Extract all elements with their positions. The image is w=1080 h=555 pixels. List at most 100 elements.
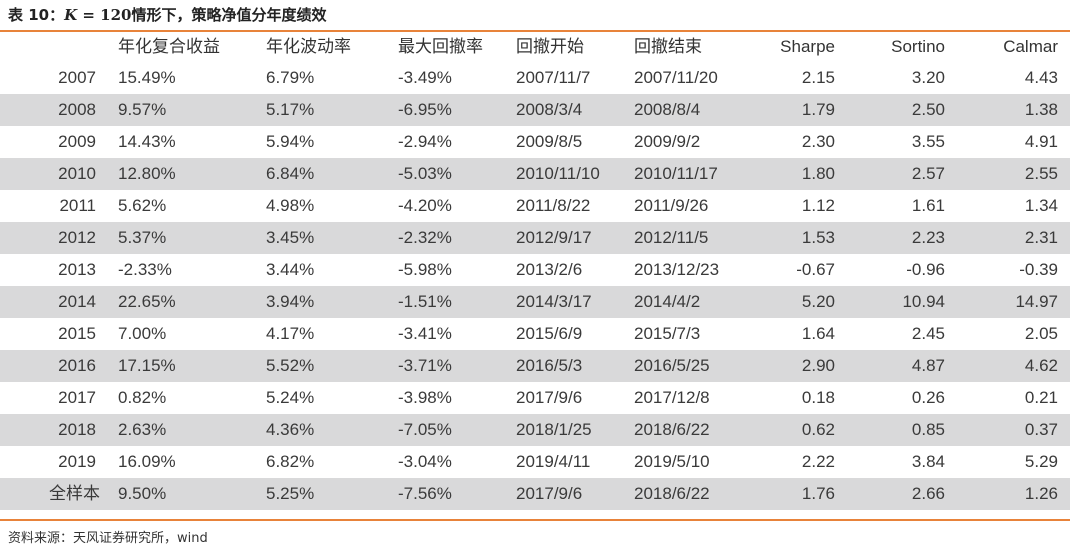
- annual-return-cell: 5.62%: [118, 196, 167, 215]
- calmar-cell: -0.39: [1019, 260, 1058, 279]
- annual-return-cell: 17.15%: [118, 350, 266, 382]
- calmar-cell: 1.34: [1024, 196, 1058, 215]
- max-drawdown-cell: -7.05%: [398, 414, 516, 446]
- drawdown-end-cell: 2007/11/20: [634, 68, 718, 87]
- sortino-cell: 2.66: [847, 478, 957, 510]
- annual-volatility-cell: 3.94%: [266, 286, 398, 318]
- row-year: 2008: [0, 94, 118, 126]
- drawdown-start-cell: 2007/11/7: [516, 68, 591, 87]
- title-math-rest: = 120: [77, 6, 132, 24]
- row-year: 2018: [0, 414, 118, 446]
- drawdown-end-cell: 2012/11/5: [634, 222, 759, 254]
- max-drawdown-cell: -4.20%: [398, 196, 452, 215]
- table-row: 2014 22.65% 3.94% -1.51% 2014/3/17 2014/4/2 5.…: [0, 286, 1070, 318]
- annual-volatility-cell: 4.17%: [266, 324, 315, 343]
- header-row: 年化复合收益 年化波动率 最大回撤率 回撤开始 回撤结束 Sharpe Sort…: [0, 32, 1070, 62]
- annual-return-cell: 14.43%: [118, 132, 176, 151]
- annual-return-cell: 9.50%: [118, 478, 266, 510]
- sortino-cell: 3.20: [911, 68, 945, 87]
- sharpe-cell: -0.67: [796, 260, 835, 279]
- table-title: 表 10：K = 120情形下，策略净值分年度绩效: [8, 3, 327, 27]
- drawdown-start-cell: 2017/9/6: [516, 388, 583, 407]
- drawdown-start-cell: 2013/2/6: [516, 260, 583, 279]
- max-drawdown-cell: -3.98%: [398, 388, 452, 407]
- row-year: 2016: [0, 350, 118, 382]
- drawdown-start-cell: 2019/4/11: [516, 452, 591, 471]
- table-row: 2007 15.49% 6.79% -3.49% 2007/11/7 2007/11/20…: [0, 62, 1070, 94]
- max-drawdown-cell: -1.51%: [398, 286, 516, 318]
- sharpe-cell: 2.15: [801, 68, 835, 87]
- sharpe-cell: 2.30: [801, 132, 835, 151]
- annual-volatility-cell: 6.79%: [266, 68, 315, 87]
- sortino-cell: -0.96: [906, 260, 945, 279]
- drawdown-end-cell: 2016/5/25: [634, 350, 759, 382]
- sortino-cell: 3.84: [911, 452, 945, 471]
- annual-volatility-cell: 6.82%: [266, 452, 315, 471]
- sortino-cell: 2.45: [911, 324, 945, 343]
- drawdown-start-cell: 2016/5/3: [516, 350, 634, 382]
- drawdown-start-cell: 2011/8/22: [516, 196, 591, 215]
- table-row: 2011 5.62% 4.98% -4.20% 2011/8/22 2011/9/26 1.…: [0, 190, 1070, 222]
- annual-volatility-cell: 5.52%: [266, 350, 398, 382]
- annual-volatility-cell: 4.98%: [266, 196, 315, 215]
- header-sortino: Sortino: [891, 37, 945, 56]
- header-drawdown-end: 回撤结束: [634, 37, 702, 57]
- drawdown-end-cell: 2015/7/3: [634, 324, 701, 343]
- calmar-cell: 0.21: [1024, 388, 1058, 407]
- drawdown-start-cell: 2009/8/5: [516, 132, 583, 151]
- sharpe-cell: 1.79: [759, 94, 847, 126]
- table-row: 2009 14.43% 5.94% -2.94% 2009/8/5 2009/9/2 2.3…: [0, 126, 1070, 158]
- drawdown-end-cell: 2017/12/8: [634, 388, 710, 407]
- sortino-cell: 2.57: [847, 158, 957, 190]
- sharpe-cell: 2.90: [759, 350, 847, 382]
- sortino-cell: 10.94: [847, 286, 957, 318]
- row-year: 2019: [58, 452, 96, 471]
- table-row: 2015 7.00% 4.17% -3.41% 2015/6/9 2015/7/3 1.64…: [0, 318, 1070, 350]
- drawdown-start-cell: 2014/3/17: [516, 286, 634, 318]
- annual-return-cell: 7.00%: [118, 324, 167, 343]
- title-prefix: 表 10：: [8, 6, 65, 24]
- max-drawdown-cell: -7.56%: [398, 478, 516, 510]
- drawdown-end-cell: 2010/11/17: [634, 158, 759, 190]
- row-year: 2017: [58, 388, 96, 407]
- row-year: 2009: [58, 132, 96, 151]
- calmar-cell: 2.31: [957, 222, 1070, 254]
- calmar-cell: 0.37: [957, 414, 1070, 446]
- annual-return-cell: 22.65%: [118, 286, 266, 318]
- sortino-cell: 1.61: [911, 196, 945, 215]
- title-suffix: 情形下，策略净值分年度绩效: [131, 6, 327, 24]
- row-year: 2010: [0, 158, 118, 190]
- row-year: 2012: [0, 222, 118, 254]
- annual-return-cell: 12.80%: [118, 158, 266, 190]
- sharpe-cell: 2.22: [801, 452, 835, 471]
- annual-volatility-cell: 3.45%: [266, 222, 398, 254]
- table-row: 2012 5.37% 3.45% -2.32% 2012/9/17 2012/11/5 1.…: [0, 222, 1070, 254]
- drawdown-start-cell: 2008/3/4: [516, 94, 634, 126]
- annual-return-cell: -2.33%: [118, 260, 172, 279]
- max-drawdown-cell: -2.94%: [398, 132, 452, 151]
- drawdown-end-cell: 2011/9/26: [634, 196, 709, 215]
- table-row: 2016 17.15% 5.52% -3.71% 2016/5/3 2016/5/25 2.…: [0, 350, 1070, 382]
- annual-volatility-cell: 3.44%: [266, 260, 315, 279]
- table-row: 2017 0.82% 5.24% -3.98% 2017/9/6 2017/12/8 0.1…: [0, 382, 1070, 414]
- annual-volatility-cell: 5.94%: [266, 132, 315, 151]
- max-drawdown-cell: -5.98%: [398, 260, 452, 279]
- drawdown-end-cell: 2008/8/4: [634, 94, 759, 126]
- sortino-cell: 0.85: [847, 414, 957, 446]
- sharpe-cell: 1.80: [759, 158, 847, 190]
- title-math-var: K: [64, 6, 78, 24]
- calmar-cell: 4.91: [1024, 132, 1058, 151]
- drawdown-end-cell: 2013/12/23: [634, 260, 720, 279]
- annual-volatility-cell: 5.25%: [266, 478, 398, 510]
- table-body: 2007 15.49% 6.79% -3.49% 2007/11/7 2007/11/20…: [0, 62, 1070, 510]
- header-annual-return: 年化复合收益: [118, 37, 220, 57]
- max-drawdown-cell: -3.04%: [398, 452, 452, 471]
- drawdown-start-cell: 2017/9/6: [516, 478, 634, 510]
- drawdown-end-cell: 2009/9/2: [634, 132, 701, 151]
- annual-return-cell: 2.63%: [118, 414, 266, 446]
- table-row: 2018 2.63% 4.36% -7.05% 2018/1/25 2018/6/22 0.…: [0, 414, 1070, 446]
- table-row-total: 全样本 9.50% 5.25% -7.56% 2017/9/6 2018/6/22 1.76…: [0, 478, 1070, 510]
- table-row: 2019 16.09% 6.82% -3.04% 2019/4/11 2019/5/10 2…: [0, 446, 1070, 478]
- row-year: 2011: [59, 196, 96, 215]
- top-rule: [0, 30, 1070, 32]
